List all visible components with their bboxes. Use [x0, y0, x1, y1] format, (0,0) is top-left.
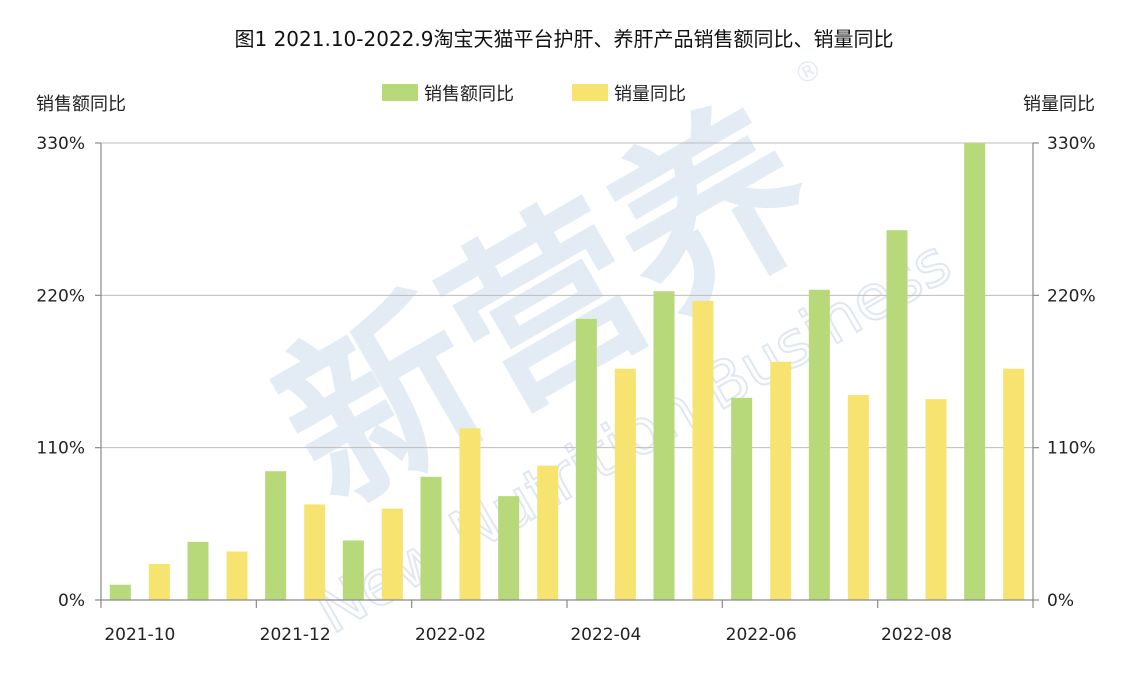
y-left-tick-label-0: 0%	[58, 591, 85, 611]
x-tick-label-2021-10: 2021-10	[104, 625, 175, 645]
bar-销量同比-2022-03	[537, 465, 559, 600]
y-right-tick-label-2: 220%	[1047, 286, 1096, 306]
x-tick-label-2022-08: 2022-08	[881, 625, 952, 645]
bar-销售额同比-2021-12	[265, 471, 287, 600]
bar-销量同比-2022-09	[1003, 368, 1025, 600]
bar-销售额同比-2022-03	[498, 496, 520, 600]
bar-销量同比-2022-05	[692, 300, 714, 600]
bar-销量同比-2022-08	[925, 399, 947, 600]
y-right-tick-label-3: 330%	[1047, 134, 1096, 154]
bar-销售额同比-2021-10	[109, 584, 131, 600]
axes	[95, 142, 1039, 608]
chart-title: 图1 2021.10-2022.9淘宝天猫平台护肝、养肝产品销售额同比、销量同比	[235, 27, 894, 51]
x-tick-label-2022-02: 2022-02	[415, 625, 486, 645]
x-tick-label-2022-06: 2022-06	[726, 625, 797, 645]
y-right-tick-label-1: 110%	[1047, 439, 1096, 459]
legend-swatch-销量同比	[572, 84, 608, 101]
legend-label-销量同比: 销量同比	[614, 84, 686, 105]
watermark-registered-mark: ®	[788, 51, 829, 94]
bar-销售额同比-2022-04	[575, 318, 597, 600]
bar-销量同比-2022-01	[381, 508, 403, 600]
bar-销售额同比-2022-05	[653, 291, 675, 600]
bar-销量同比-2021-10	[148, 563, 170, 600]
y-right-tick-label-0: 0%	[1047, 591, 1074, 611]
y-left-tick-label-1: 110%	[36, 439, 85, 459]
y-axis-left-title: 销售额同比	[36, 94, 126, 115]
bar-销量同比-2022-04	[614, 368, 636, 600]
y-axis-right-title: 销量同比	[1023, 94, 1095, 115]
bar-销售额同比-2022-06	[731, 397, 753, 600]
bar-销量同比-2022-02	[459, 428, 481, 600]
tick-labels: 0% 0% 110% 110% 220% 220% 330% 330% 2021-10 2021-…	[36, 134, 1095, 645]
bar-销量同比-2021-12	[304, 504, 326, 600]
bar-销售额同比-2022-09	[964, 143, 986, 600]
bar-销售额同比-2022-08	[886, 230, 908, 600]
x-tick-label-2022-04: 2022-04	[570, 625, 641, 645]
bar-销售额同比-2022-07	[808, 289, 830, 600]
bar-销量同比-2022-06	[770, 361, 792, 600]
y-left-tick-label-3: 330%	[36, 134, 85, 154]
bar-销售额同比-2021-11	[187, 541, 209, 600]
gridlines	[101, 142, 1033, 449]
y-left-tick-label-2: 220%	[36, 286, 85, 306]
legend-swatch-销售额同比	[382, 84, 418, 101]
x-tick-label-2021-12: 2021-12	[260, 625, 331, 645]
bar-销售额同比-2022-01	[342, 540, 364, 600]
legend: 销售额同比 销量同比	[382, 84, 686, 105]
bar-销售额同比-2022-02	[420, 476, 442, 600]
bar-销量同比-2022-07	[847, 395, 869, 600]
legend-label-销售额同比: 销售额同比	[424, 84, 514, 105]
bars	[109, 143, 1025, 600]
bar-销量同比-2021-11	[226, 551, 248, 600]
